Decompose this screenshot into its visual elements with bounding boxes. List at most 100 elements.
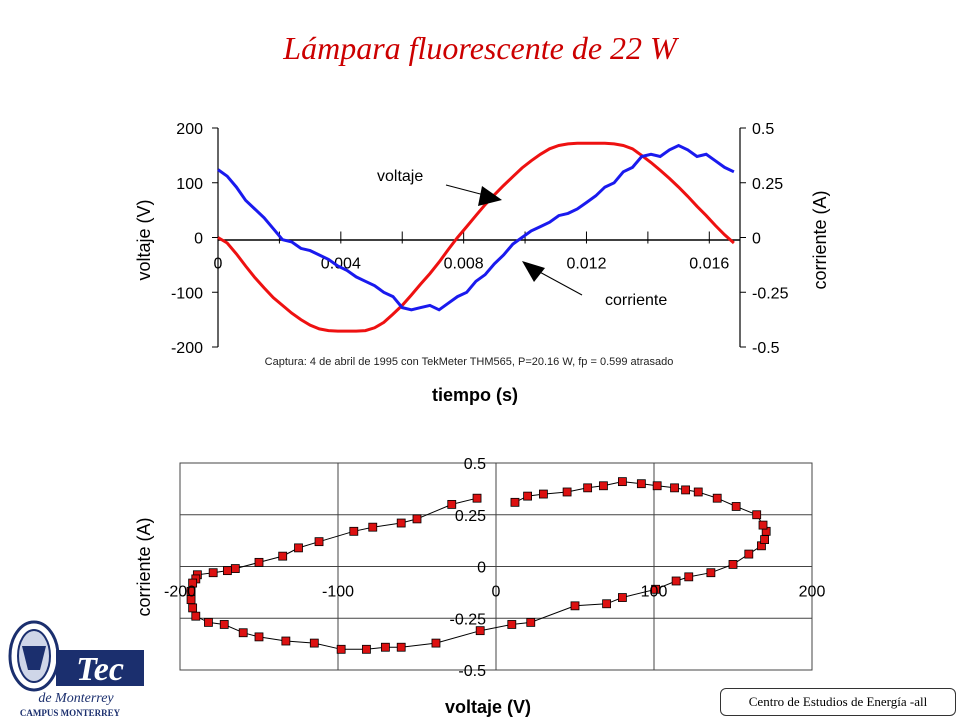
iv-loop-marker: [208, 568, 218, 578]
iv-loop-marker: [507, 620, 517, 629]
iv-loop-marker: [222, 566, 232, 576]
iv-loop-marker: [599, 481, 608, 491]
iv-loop-marker: [684, 572, 694, 582]
bottom-y-tick-label: 0: [477, 560, 486, 577]
iv-loop-marker: [570, 601, 580, 611]
top-x-tick-label: 0.008: [444, 256, 484, 273]
iv-loop-marker: [681, 485, 690, 495]
bottom-x-tick-label: 0: [492, 584, 501, 601]
iv-loop-marker: [204, 617, 213, 627]
iv-loop-marker: [731, 502, 741, 511]
iv-loop-marker: [362, 644, 371, 654]
top-left-y-tick-label: -200: [171, 340, 203, 357]
iv-loop-marker: [602, 599, 611, 609]
iv-loop-marker: [281, 636, 291, 646]
iv-loop-marker: [728, 560, 738, 569]
current-annotation: corriente: [605, 292, 667, 309]
bottom-x-tick-label: 200: [799, 584, 826, 601]
bottom-y-tick-label: -0.5: [458, 663, 486, 680]
top-right-y-tick-label: 0.5: [752, 121, 774, 138]
iv-loop-marker: [309, 638, 319, 648]
top-x-tick-label: 0: [214, 256, 223, 273]
top-left-y-tick-label: 0: [194, 231, 203, 248]
iv-loop-marker: [368, 522, 378, 532]
bottom-y-tick-label: 0.25: [455, 508, 486, 525]
iv-loop-marker: [526, 617, 536, 627]
top-chart: 0 0.004 0.008 0.012 0.016 200 100 0 -100…: [134, 121, 830, 405]
iv-loop-marker: [651, 584, 660, 594]
top-x-axis-title: tiempo (s): [432, 385, 518, 405]
iv-loop-marker: [336, 644, 346, 654]
iv-loop-marker: [412, 514, 422, 524]
iv-loop-marker: [758, 520, 768, 530]
top-right-y-axis-title: corriente (A): [810, 190, 830, 289]
iv-loop-marker: [238, 628, 248, 638]
page-title: Lámpara fluorescente de 22 W: [283, 30, 677, 66]
bottom-y-tick-label: 0.5: [464, 456, 486, 473]
iv-loop-marker: [380, 642, 390, 652]
iv-loop-markers: [186, 477, 771, 654]
top-left-y-tick-label: -100: [171, 285, 203, 302]
top-right-y-tick-label: -0.25: [752, 285, 789, 302]
iv-loop-marker: [636, 479, 646, 489]
logo-text-main: Tec: [76, 651, 124, 688]
iv-loop-marker: [278, 551, 288, 561]
bottom-x-axis-title: voltaje (V): [445, 697, 531, 717]
voltage-arrow-icon: [478, 186, 502, 206]
bottom-gridlines: [180, 463, 812, 670]
top-right-y-tick-label: 0.25: [752, 176, 783, 193]
iv-loop-marker: [539, 489, 548, 499]
iv-loop-marker: [706, 568, 716, 578]
top-right-y-tick-label: 0: [752, 231, 761, 248]
iv-loop-marker: [396, 518, 406, 528]
iv-loop-marker: [671, 576, 681, 586]
top-axis-ticks: [212, 127, 746, 348]
top-x-tick-label: 0.016: [689, 256, 729, 273]
iv-loop-marker: [752, 510, 762, 520]
iv-loop-marker: [618, 477, 627, 487]
iv-loop-marker: [254, 632, 264, 642]
top-tick-labels: 0 0.004 0.008 0.012 0.016 200 100 0 -100…: [171, 121, 789, 357]
top-chart-caption: Captura: 4 de abril de 1995 con TekMeter…: [265, 356, 674, 368]
iv-loop-marker: [562, 487, 572, 497]
iv-loop-marker: [510, 497, 520, 507]
iv-loop-marker: [744, 549, 754, 559]
top-right-y-tick-label: -0.5: [752, 340, 780, 357]
bottom-tick-labels: -200 -100 0 100 200 0.5 0.25 0 -0.25 -0.…: [164, 456, 825, 680]
tec-logo: Tec de Monterrey CAMPUS MONTERREY: [4, 612, 154, 720]
top-left-y-tick-label: 100: [176, 176, 203, 193]
iv-loop-marker: [618, 593, 627, 602]
top-x-tick-label: 0.012: [566, 256, 606, 273]
top-left-y-tick-label: 200: [176, 121, 203, 138]
iv-loop-marker: [396, 642, 406, 652]
iv-loop-marker: [472, 493, 482, 503]
bottom-y-tick-label: -0.25: [450, 611, 487, 628]
current-series-line: [217, 143, 735, 312]
bottom-chart: -200 -100 0 100 200 0.5 0.25 0 -0.25 -0.…: [134, 456, 825, 717]
footer-credit: Centro de Estudios de Energía -all: [720, 688, 956, 716]
iv-loop-marker: [652, 481, 662, 491]
current-arrow-icon: [522, 261, 545, 282]
bottom-y-axis-title: corriente (A): [134, 517, 154, 616]
iv-loop-marker: [712, 493, 722, 503]
iv-loop-marker: [188, 603, 198, 613]
iv-loop-marker: [447, 499, 457, 509]
iv-loop-marker: [219, 620, 229, 629]
iv-loop-marker: [583, 483, 593, 493]
iv-loop-marker: [294, 543, 303, 553]
logo-text-campus: CAMPUS MONTERREY: [20, 708, 121, 718]
iv-loop-marker: [349, 526, 359, 536]
iv-loop-marker: [314, 537, 324, 547]
top-left-y-axis-title: voltaje (V): [134, 199, 154, 280]
iv-loop-marker: [760, 535, 769, 544]
voltage-series-line: [217, 141, 735, 333]
tec-de-monterrey-logo-icon: Tec de Monterrey CAMPUS MONTERREY: [8, 620, 144, 718]
voltage-annotation: voltaje: [377, 168, 423, 185]
current-annotation-arrow-line: [535, 269, 583, 296]
iv-loop-marker: [523, 491, 532, 501]
logo-text-sub: de Monterrey: [38, 691, 114, 706]
iv-loop-marker: [191, 611, 201, 621]
iv-loop-marker: [254, 557, 264, 567]
bottom-x-tick-label: -200: [164, 584, 196, 601]
